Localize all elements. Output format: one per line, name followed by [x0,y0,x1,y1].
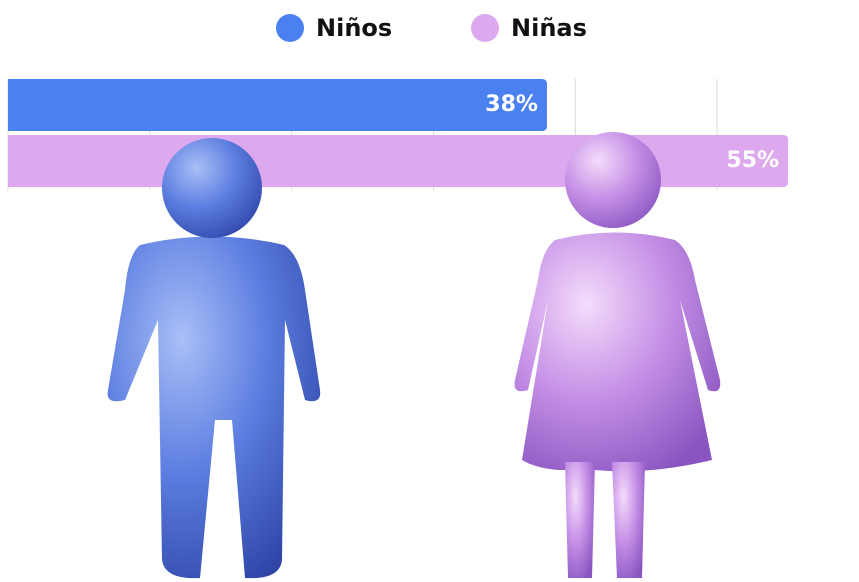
girl-figure [514,132,721,578]
legend-marker [276,14,304,42]
legend-marker [471,14,499,42]
value-labels: 38% 55% [485,92,779,173]
bar [8,79,547,131]
value-label: 38% [485,92,538,117]
legend-label: Niñas [511,14,587,42]
figures [107,132,721,579]
value-label: 55% [726,148,779,173]
bar [8,135,789,187]
legend-label: Niños [316,14,392,42]
legend: Niños Niñas [276,14,587,42]
boy-figure [107,138,321,579]
plot-area [7,79,789,191]
